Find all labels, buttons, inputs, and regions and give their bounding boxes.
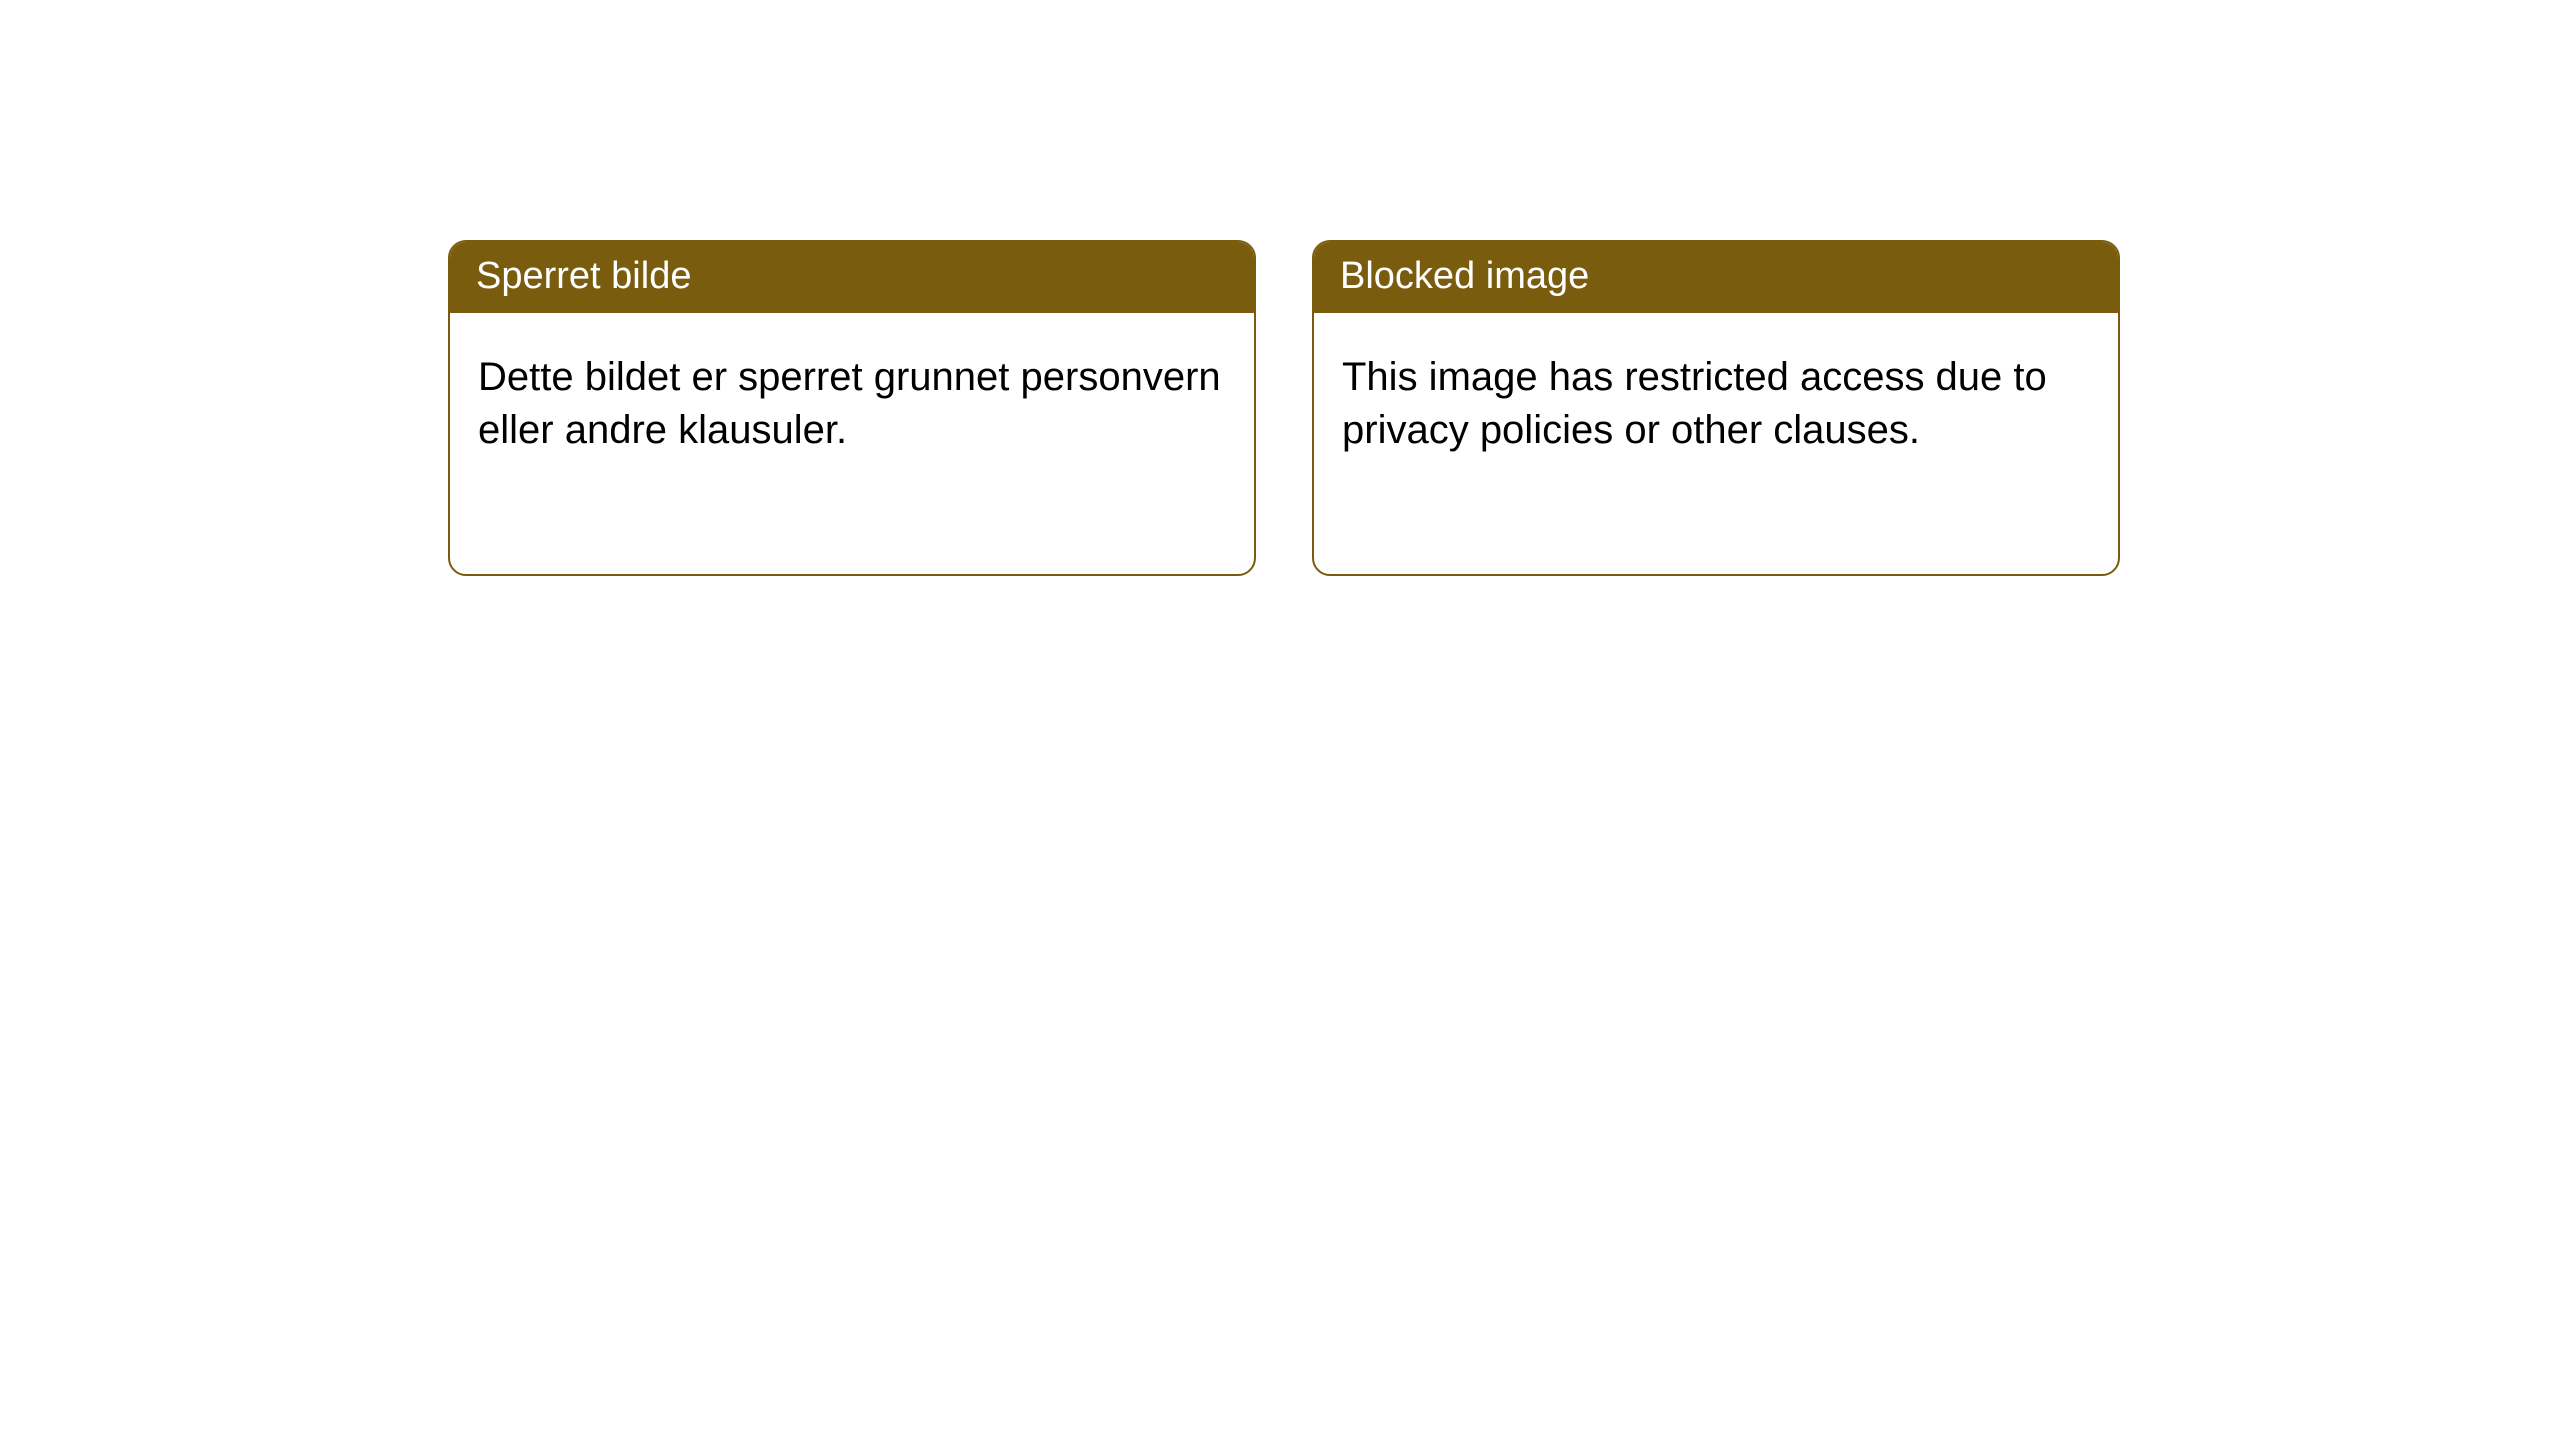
notice-body-english: This image has restricted access due to … — [1314, 313, 2118, 485]
notice-header-norwegian: Sperret bilde — [450, 242, 1254, 313]
notice-body-norwegian: Dette bildet er sperret grunnet personve… — [450, 313, 1254, 485]
notice-container: Sperret bilde Dette bildet er sperret gr… — [0, 0, 2560, 576]
notice-box-english: Blocked image This image has restricted … — [1312, 240, 2120, 576]
notice-header-english: Blocked image — [1314, 242, 2118, 313]
notice-box-norwegian: Sperret bilde Dette bildet er sperret gr… — [448, 240, 1256, 576]
